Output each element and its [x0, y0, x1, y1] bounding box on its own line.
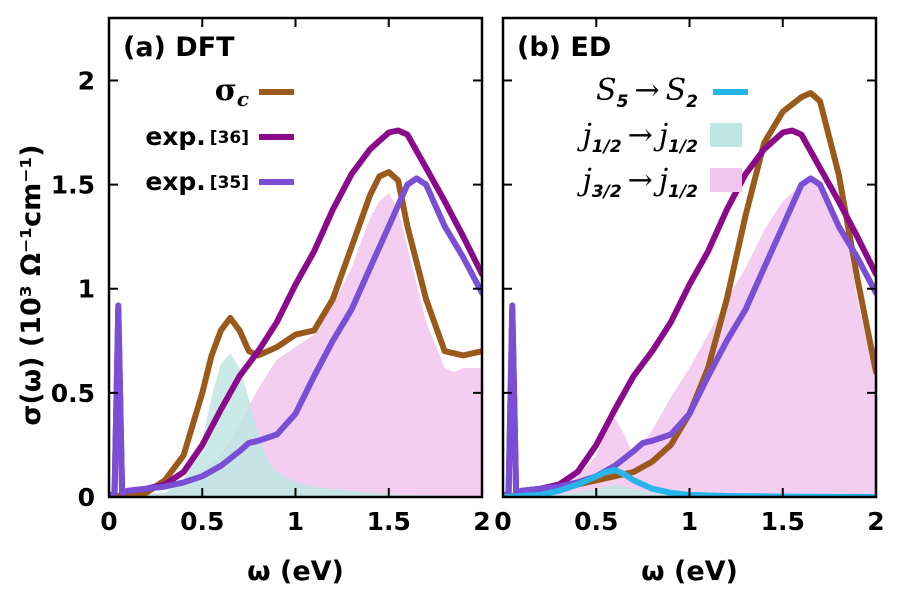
y-tick-label: 1 — [78, 275, 95, 304]
legend-label: exp. [36] — [145, 122, 249, 151]
x-tick-label: 0.5 — [180, 507, 224, 536]
area-j12j12_fill — [118, 353, 482, 497]
legend: S5 → S2 j1/2 → j1/2 j3/2 → j1/2 — [576, 73, 748, 202]
legend-swatch — [710, 168, 742, 192]
x-tick-label: 1 — [287, 507, 304, 536]
y-tick-label: 0 — [78, 483, 95, 512]
panel-a-dft: 0 0.5 1 1.5 2 0 0.5 1 1.5 2 ω (eV) (a) DFT σc exp. [36… — [51, 16, 491, 587]
area-j32j12_fill — [503, 180, 876, 497]
legend-item-exp35: exp. [35] — [145, 167, 294, 196]
y-tick-label: 1.5 — [51, 171, 95, 200]
series-s5s2 — [503, 466, 876, 497]
y-tick-label: 2 — [78, 66, 95, 95]
legend-label: j1/2 → j1/2 — [576, 118, 698, 157]
x-tick-label: 0 — [494, 507, 511, 536]
legend-item-exp36: exp. [36] — [145, 122, 294, 151]
legend-label: σc — [215, 73, 249, 111]
x-axis-label: ω (eV) — [641, 556, 738, 587]
legend-item-j12j12_fill: j1/2 → j1/2 — [576, 118, 742, 157]
series-exp35 — [503, 175, 876, 497]
series-exp35 — [109, 175, 482, 497]
series-sigma_c — [109, 169, 482, 497]
x-axis-label: ω (eV) — [247, 556, 344, 587]
legend-item-s5s2: S5 → S2 — [596, 73, 748, 112]
area-j32j12_fill — [118, 192, 482, 497]
legend: σc exp. [36] exp. [35] — [145, 73, 294, 196]
panel-b-ed: 0 0.5 1 1.5 2 ω (eV) (b) ED S5 → S2 j1/2 → j1/2 j3/2 →… — [494, 16, 885, 587]
legend-label: exp. [35] — [145, 167, 249, 196]
panel-title: (b) ED — [517, 32, 611, 63]
x-tick-label: 0.5 — [574, 507, 618, 536]
legend-label: S5 → S2 — [596, 73, 698, 112]
legend-label: j3/2 → j1/2 — [576, 163, 698, 202]
x-tick-label: 2 — [867, 507, 884, 536]
panel-title: (a) DFT — [123, 32, 235, 63]
y-tick-label: 0.5 — [51, 379, 95, 408]
legend-swatch — [710, 123, 742, 147]
legend-item-sigma_c: σc — [215, 73, 294, 111]
legend-item-j32j12_fill: j3/2 → j1/2 — [576, 163, 742, 202]
x-tick-label: 1.5 — [761, 507, 805, 536]
x-tick-label: 1 — [681, 507, 698, 536]
x-tick-label: 0 — [100, 507, 117, 536]
x-tick-label: 1.5 — [367, 507, 411, 536]
x-tick-label: 2 — [473, 507, 490, 536]
y-axis-label: σ(ω) (10³ Ω⁻¹cm⁻¹) — [16, 144, 47, 425]
plot-area — [109, 127, 482, 497]
